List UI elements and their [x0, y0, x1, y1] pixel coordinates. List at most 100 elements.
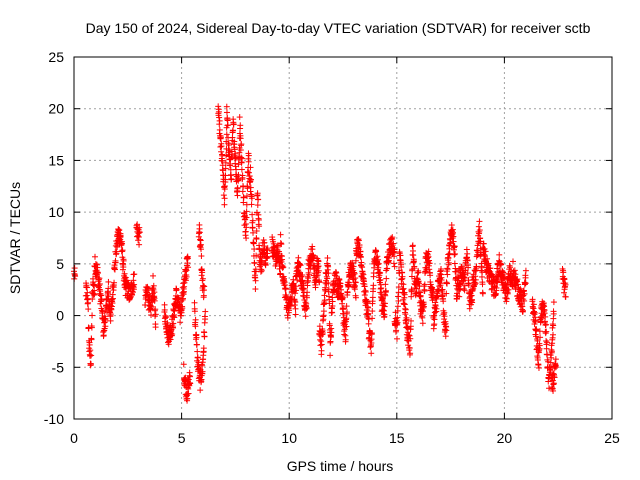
data-point: [312, 284, 319, 291]
data-point: [361, 292, 368, 299]
data-point: [252, 277, 259, 284]
data-point: [329, 309, 336, 316]
data-point: [234, 184, 241, 191]
data-point: [221, 195, 228, 202]
data-point: [343, 315, 350, 322]
data-point: [277, 270, 284, 277]
data-point: [152, 324, 159, 331]
data-point: [303, 304, 310, 311]
data-point: [88, 324, 95, 331]
data-point: [279, 256, 286, 263]
data-point: [224, 122, 231, 129]
data-point: [223, 152, 230, 159]
x-tick-label: 20: [497, 430, 513, 446]
data-point: [85, 306, 92, 313]
data-point: [351, 270, 358, 277]
grid: [74, 57, 612, 419]
data-point: [390, 260, 397, 267]
data-point: [522, 280, 529, 287]
data-point: [342, 336, 349, 343]
data-point: [221, 201, 228, 208]
data-point: [432, 302, 439, 309]
data-point: [410, 252, 417, 259]
data-point: [382, 287, 389, 294]
x-axis-tick-labels: 0 5 10 15 20 25: [70, 430, 620, 446]
x-tick-label: 0: [70, 430, 78, 446]
data-point: [535, 364, 542, 371]
x-tick-label: 10: [281, 430, 297, 446]
y-tick-label: -5: [52, 359, 65, 375]
data-point: [304, 289, 311, 296]
data-point: [255, 196, 262, 203]
data-point: [202, 308, 209, 315]
data-point: [193, 341, 200, 348]
data-point: [86, 348, 93, 355]
data-point: [96, 275, 103, 282]
data-point: [284, 314, 291, 321]
data-point: [199, 269, 206, 276]
data-point: [94, 264, 101, 271]
y-tick-label: 25: [48, 49, 64, 65]
data-point: [198, 246, 205, 253]
data-point: [365, 304, 372, 311]
data-point: [222, 179, 229, 186]
data-point: [442, 333, 449, 340]
data-point: [120, 257, 127, 264]
data-point: [89, 296, 96, 303]
data-point: [253, 227, 260, 234]
data-point: [297, 262, 304, 269]
data-point: [184, 391, 191, 398]
data-point: [105, 285, 112, 292]
data-point: [350, 263, 357, 270]
data-point: [327, 352, 334, 359]
data-point: [292, 299, 299, 306]
data-point: [187, 373, 194, 380]
data-point: [317, 342, 324, 349]
data-point: [325, 263, 332, 270]
data-point: [327, 338, 334, 345]
data-point: [303, 294, 310, 301]
data-point: [358, 259, 365, 266]
data-point: [225, 142, 232, 149]
data-point: [479, 290, 486, 297]
data-point: [102, 315, 109, 322]
data-point: [274, 243, 281, 250]
data-point: [198, 253, 205, 260]
data-point: [419, 320, 426, 327]
data-point: [87, 353, 94, 360]
data-point: [343, 303, 350, 310]
data-point: [173, 286, 180, 293]
data-point: [248, 201, 255, 208]
data-point: [402, 305, 409, 312]
data-point: [202, 316, 209, 323]
data-point: [242, 228, 249, 235]
data-point: [201, 333, 208, 340]
data-point: [307, 261, 314, 268]
data-point: [229, 134, 236, 141]
data-point: [199, 275, 206, 282]
data-point: [180, 361, 187, 368]
data-point: [120, 264, 127, 271]
data-point: [344, 289, 351, 296]
data-point: [199, 368, 206, 375]
data-point: [87, 347, 94, 354]
data-point: [111, 266, 118, 273]
data-point: [198, 266, 205, 273]
data-point: [223, 109, 230, 116]
data-point: [185, 390, 192, 397]
data-point: [341, 331, 348, 338]
data-point: [233, 166, 240, 173]
data-point: [247, 184, 254, 191]
data-point: [245, 152, 252, 159]
data-point: [88, 352, 95, 359]
data-point: [373, 248, 380, 255]
data-point: [167, 336, 174, 343]
data-point: [238, 141, 245, 148]
data-point: [223, 131, 230, 138]
data-point: [231, 146, 238, 153]
y-tick-label: 10: [48, 204, 64, 220]
data-point: [222, 172, 229, 179]
data-point: [282, 285, 289, 292]
data-point: [232, 163, 239, 170]
data-point: [170, 320, 177, 327]
